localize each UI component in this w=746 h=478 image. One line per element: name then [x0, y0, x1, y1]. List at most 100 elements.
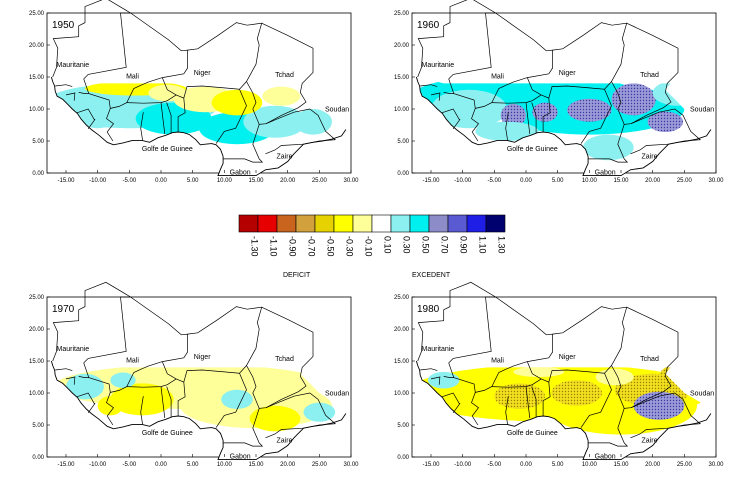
place-label-mali: Mali	[491, 357, 504, 364]
x-tick-label: -10.00	[89, 178, 107, 184]
legend-value-label: -0.10	[364, 236, 374, 257]
anomaly-patch	[475, 121, 539, 141]
border-line	[246, 306, 314, 409]
border-line	[417, 0, 497, 80]
place-label-mauritanie: Mauritanie	[422, 346, 455, 353]
border-line	[526, 306, 628, 383]
border-line	[83, 296, 188, 393]
map-panel-1970: -15.00 -10.00 -5.00 0.00 5.00 10.00 15.00 20.00…	[29, 281, 359, 468]
x-tick-label: -5.00	[122, 178, 136, 184]
legend-swatch	[333, 214, 354, 233]
border-line	[430, 92, 441, 101]
legend-value-label: 0.90	[459, 236, 469, 254]
x-tick-label: 5.00	[552, 178, 564, 184]
place-label-mauritanie: Mauritanie	[57, 62, 90, 69]
anomaly-patch	[221, 389, 253, 409]
y-tick-label: 0.00	[32, 455, 44, 461]
border-line	[611, 22, 679, 125]
coastline	[50, 360, 347, 461]
border-line	[448, 12, 553, 109]
x-tick-label: -15.00	[422, 178, 440, 184]
border-line	[140, 112, 144, 141]
border-line	[215, 373, 247, 428]
map-panel-1950: -15.00 -10.00 -5.00 0.00 5.00 10.00 15.00 20.00…	[29, 0, 359, 184]
x-tick-label: 25.00	[677, 178, 693, 184]
anomaly-patch	[611, 83, 656, 116]
border-line	[160, 102, 166, 135]
border-line	[430, 376, 441, 385]
y-tick-label: 20.00	[29, 43, 45, 49]
border-line	[265, 143, 304, 155]
x-tick-label: -5.00	[487, 178, 501, 184]
border-line	[65, 92, 76, 101]
x-tick-label: 10.00	[582, 178, 598, 184]
legend-swatch	[371, 214, 392, 233]
anomaly-patch	[110, 383, 174, 416]
border-line	[52, 281, 132, 364]
border-line	[630, 143, 669, 155]
border-line	[525, 386, 531, 419]
border-line	[177, 98, 186, 132]
border-line	[65, 376, 76, 385]
x-tick-label: -15.00	[57, 462, 75, 468]
y-tick-label: 15.00	[394, 359, 410, 365]
legend-excess-label: EXCEDENT	[412, 272, 451, 279]
border-line	[580, 89, 612, 144]
place-label-gabon: Gabon	[595, 169, 616, 176]
x-tick-label: -10.00	[454, 462, 472, 468]
border-line	[630, 427, 669, 439]
border-line	[106, 108, 114, 142]
y-tick-label: 10.00	[394, 391, 410, 397]
border-line	[443, 376, 454, 378]
anomaly-patch	[66, 373, 104, 400]
anomaly-field	[416, 364, 710, 435]
place-label-mali: Mali	[491, 73, 504, 80]
x-tick-label: 0.00	[520, 178, 532, 184]
legend-value-label: -1.10	[269, 236, 279, 257]
legend-value-label: -0.70	[307, 236, 317, 257]
anomaly-patch	[431, 89, 507, 129]
place-label-gabon: Gabon	[230, 169, 251, 176]
place-label-zaire: Zaire	[277, 437, 293, 444]
y-tick-label: 5.00	[397, 139, 409, 145]
legend-swatch	[295, 214, 316, 233]
legend-swatch	[447, 214, 468, 233]
border-line	[177, 382, 186, 416]
anomaly-patch	[110, 372, 136, 388]
x-tick-label: 5.00	[552, 462, 564, 468]
map-year-label: 1970	[52, 304, 75, 315]
x-tick-label: 25.00	[677, 462, 693, 468]
border-line	[531, 386, 537, 418]
x-tick-label: 5.00	[187, 462, 199, 468]
place-label-zaire: Zaire	[642, 153, 658, 160]
y-tick-label: 25.00	[29, 295, 45, 301]
legend-value-label: 0.50	[421, 236, 431, 254]
border-line	[525, 102, 531, 135]
anomaly-patch	[211, 89, 263, 116]
map-year-label: 1980	[417, 304, 440, 315]
border-line	[420, 84, 438, 87]
legend-value-label: 0.10	[383, 236, 393, 254]
coastline	[50, 76, 347, 177]
x-tick-label: 15.00	[613, 178, 629, 184]
border-line	[246, 22, 314, 125]
anomaly-patch	[532, 102, 558, 122]
y-tick-label: 25.00	[394, 11, 410, 17]
x-tick-label: 20.00	[645, 462, 661, 468]
anomaly-patch	[583, 134, 634, 161]
border-line	[78, 92, 89, 94]
map-year-label: 1950	[52, 20, 75, 31]
anomaly-patch	[647, 111, 684, 133]
border-line	[265, 427, 304, 439]
place-label-soudan: Soudan	[690, 107, 714, 114]
legend: -1.30 -1.10 -0.90 -0.70 -0.50 -0.30 -0.10 0.10 0…	[238, 214, 507, 257]
y-tick-label: 0.00	[397, 171, 409, 177]
border-line	[471, 392, 479, 426]
anomaly-patch	[262, 86, 301, 106]
legend-swatch	[276, 214, 297, 233]
place-label-golfe: Golfe de Guinee	[507, 146, 558, 153]
border-line	[417, 281, 497, 364]
x-tick-label: 30.00	[708, 462, 724, 468]
anomaly-field	[416, 77, 704, 161]
legend-swatch	[485, 214, 506, 233]
